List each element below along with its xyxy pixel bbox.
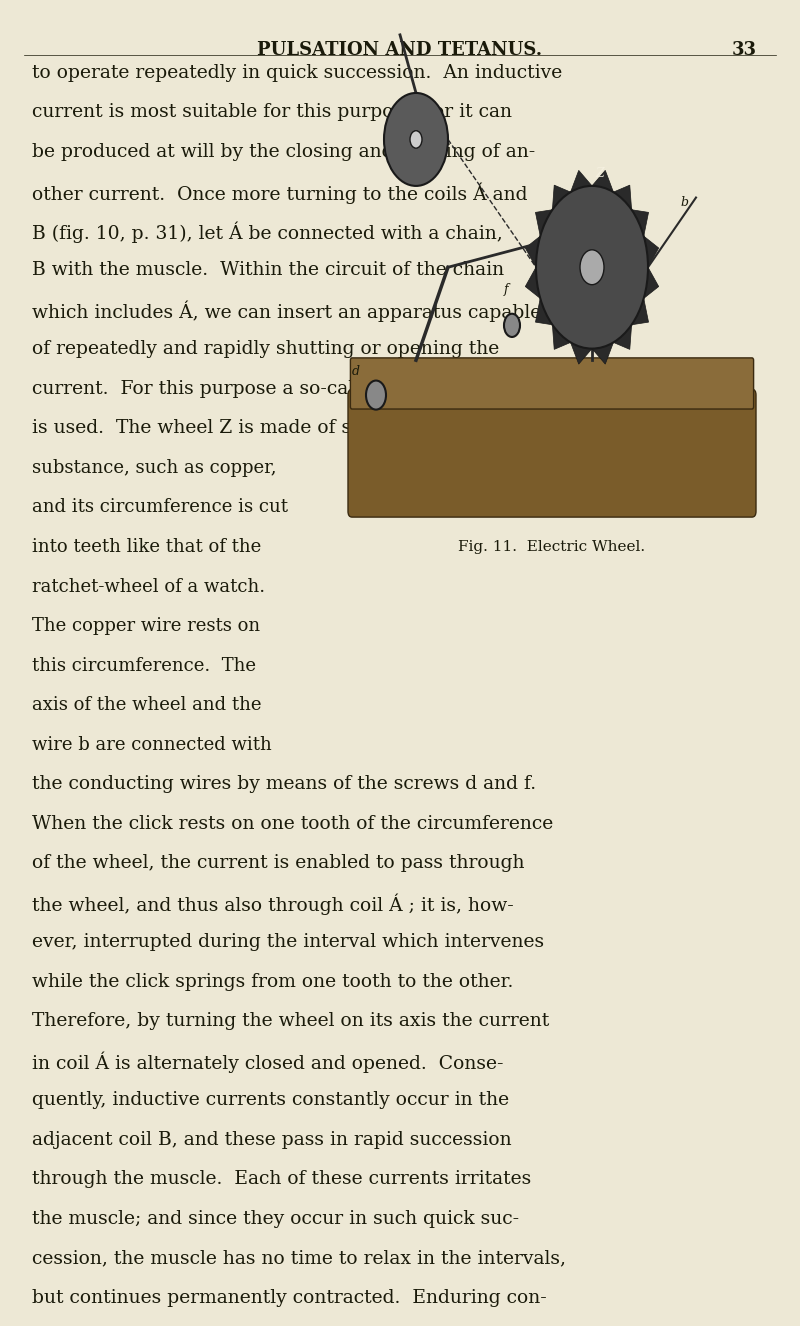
Text: substance, such as copper,: substance, such as copper, [32, 459, 277, 477]
Ellipse shape [366, 381, 386, 410]
Text: quently, inductive currents constantly occur in the: quently, inductive currents constantly o… [32, 1091, 509, 1109]
Text: to operate repeatedly in quick succession.  An inductive: to operate repeatedly in quick successio… [32, 64, 562, 82]
Text: is used.  The wheel Z is made of some conducting: is used. The wheel Z is made of some con… [32, 419, 502, 438]
Text: and its circumference is cut: and its circumference is cut [32, 499, 288, 517]
Text: d: d [352, 365, 360, 378]
Text: through the muscle.  Each of these currents irritates: through the muscle. Each of these curren… [32, 1170, 531, 1188]
Text: the wheel, and thus also through coil Á ; it is, how-: the wheel, and thus also through coil Á … [32, 894, 514, 915]
Text: the muscle; and since they occur in such quick suc-: the muscle; and since they occur in such… [32, 1209, 519, 1228]
Polygon shape [535, 210, 553, 236]
Ellipse shape [536, 186, 648, 349]
Text: into teeth like that of the: into teeth like that of the [32, 538, 262, 556]
Text: current.  For this purpose a so-called electric wheel: current. For this purpose a so-called el… [32, 381, 522, 398]
Polygon shape [535, 298, 553, 325]
FancyBboxPatch shape [350, 358, 754, 408]
Ellipse shape [410, 131, 422, 149]
Ellipse shape [580, 249, 604, 285]
Text: other current.  Once more turning to the coils Á and: other current. Once more turning to the … [32, 183, 527, 204]
Text: the conducting wires by means of the screws d and f.: the conducting wires by means of the scr… [32, 776, 536, 793]
Polygon shape [644, 268, 658, 298]
Text: in coil Á is alternately closed and opened.  Conse-: in coil Á is alternately closed and open… [32, 1052, 503, 1073]
Text: PULSATION AND TETANUS.: PULSATION AND TETANUS. [258, 41, 542, 58]
Ellipse shape [504, 314, 520, 337]
Text: wire b are connected with: wire b are connected with [32, 736, 272, 753]
Polygon shape [592, 342, 614, 365]
Text: while the click springs from one tooth to the other.: while the click springs from one tooth t… [32, 972, 514, 991]
Polygon shape [570, 342, 592, 365]
Text: Z: Z [596, 167, 604, 180]
Text: Fig. 11.  Electric Wheel.: Fig. 11. Electric Wheel. [458, 540, 646, 554]
Text: this circumference.  The: this circumference. The [32, 656, 256, 675]
Text: of the wheel, the current is enabled to pass through: of the wheel, the current is enabled to … [32, 854, 525, 873]
Text: but continues permanently contracted.  Enduring con-: but continues permanently contracted. En… [32, 1289, 546, 1306]
FancyBboxPatch shape [348, 390, 756, 517]
Polygon shape [526, 236, 540, 268]
Text: f: f [504, 284, 509, 296]
Text: The copper wire rests on: The copper wire rests on [32, 617, 260, 635]
Polygon shape [614, 325, 631, 349]
Text: of repeatedly and rapidly shutting or opening the: of repeatedly and rapidly shutting or op… [32, 341, 499, 358]
Text: B with the muscle.  Within the circuit of the chain: B with the muscle. Within the circuit of… [32, 261, 504, 280]
Polygon shape [592, 170, 614, 192]
Polygon shape [570, 170, 592, 192]
Text: be produced at will by the closing and opening of an-: be produced at will by the closing and o… [32, 143, 535, 160]
Text: cession, the muscle has no time to relax in the intervals,: cession, the muscle has no time to relax… [32, 1249, 566, 1268]
Polygon shape [553, 186, 570, 210]
Text: ever, interrupted during the interval which intervenes: ever, interrupted during the interval wh… [32, 934, 544, 951]
Polygon shape [526, 268, 540, 298]
Text: When the click rests on one tooth of the circumference: When the click rests on one tooth of the… [32, 814, 554, 833]
Text: current is most suitable for this purpose, for it can: current is most suitable for this purpos… [32, 103, 512, 122]
Text: 33: 33 [731, 41, 757, 58]
Polygon shape [614, 186, 631, 210]
Text: ratchet-wheel of a watch.: ratchet-wheel of a watch. [32, 578, 265, 595]
Polygon shape [631, 298, 649, 325]
Text: adjacent coil B, and these pass in rapid succession: adjacent coil B, and these pass in rapid… [32, 1131, 512, 1148]
Text: b: b [680, 196, 688, 210]
Polygon shape [553, 325, 570, 349]
Polygon shape [644, 236, 658, 268]
Text: B (fig. 10, p. 31), let Á be connected with a chain,: B (fig. 10, p. 31), let Á be connected w… [32, 221, 502, 244]
Text: Therefore, by turning the wheel on its axis the current: Therefore, by turning the wheel on its a… [32, 1012, 550, 1030]
Text: axis of the wheel and the: axis of the wheel and the [32, 696, 262, 713]
Polygon shape [631, 210, 649, 236]
Text: which includes Á, we can insert an apparatus capable: which includes Á, we can insert an appar… [32, 301, 542, 322]
Ellipse shape [384, 93, 448, 186]
